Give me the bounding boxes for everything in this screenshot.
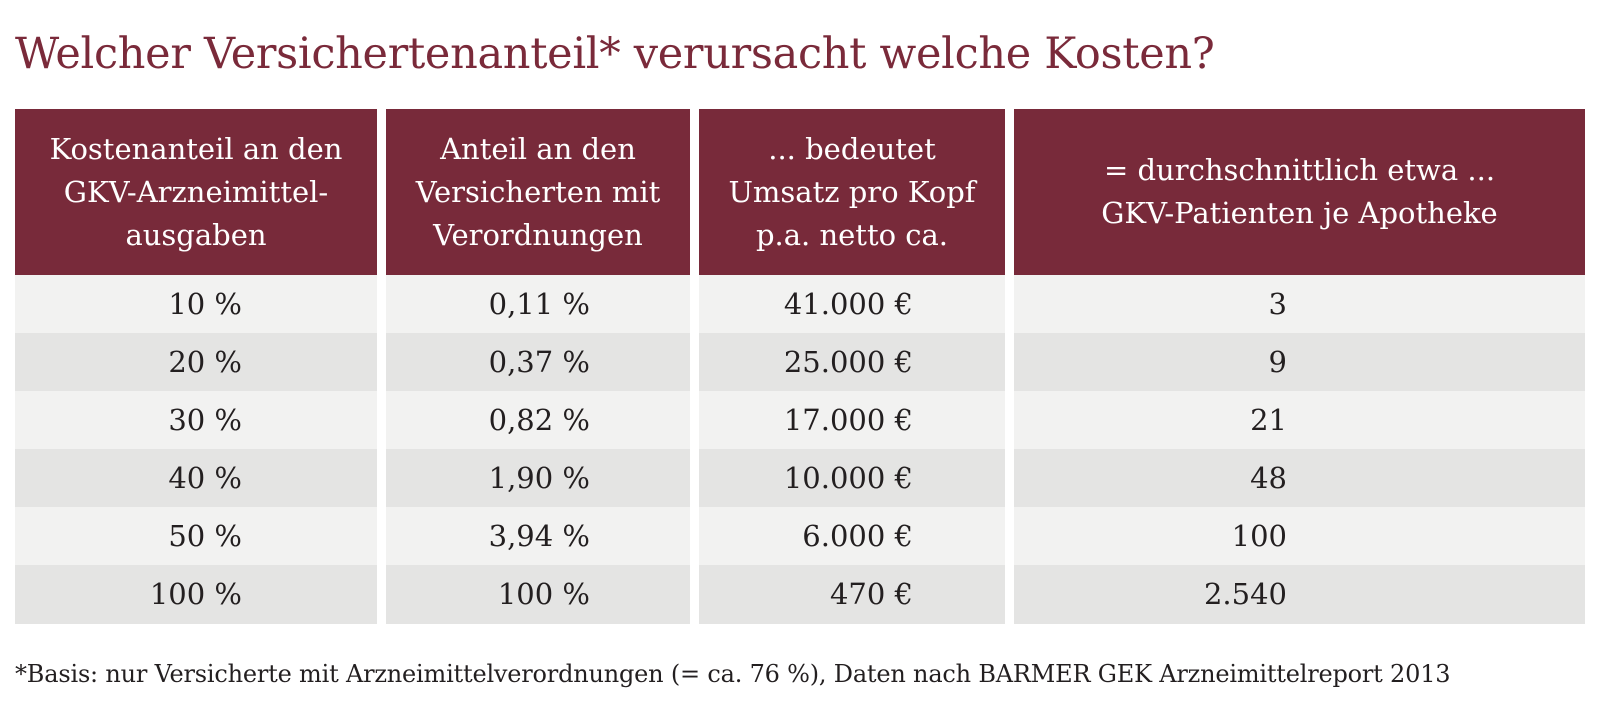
insured-share-cell: 100 %	[386, 565, 690, 624]
table-row: 10 % 0,11 % 41.000 € 3	[15, 275, 1585, 334]
cell-value: 17.000 €	[783, 403, 913, 437]
cell-value: 40 %	[168, 461, 242, 495]
table-row: 40 % 1,90 % 10.000 € 48	[15, 449, 1585, 508]
revenue-cell: 17.000 €	[699, 391, 1005, 450]
cell-value: 0,82 %	[488, 403, 590, 437]
patients-cell: 9	[1014, 333, 1585, 392]
cell-value: 0,11 %	[488, 287, 590, 321]
cell-value: 10 %	[168, 287, 242, 321]
cell-value: 3,94 %	[488, 519, 590, 553]
cost-share-cell: 50 %	[15, 507, 377, 566]
insured-share-cell: 0,37 %	[386, 333, 690, 392]
cell-value: 50 %	[168, 519, 242, 553]
chart-title: Welcher Versichertenanteil* verursacht w…	[15, 29, 1215, 79]
revenue-cell: 10.000 €	[699, 449, 1005, 508]
cell-value: 6.000 €	[802, 519, 913, 553]
insured-share-cell: 0,11 %	[386, 275, 690, 334]
cost-share-cell: 10 %	[15, 275, 377, 334]
revenue-cell: 41.000 €	[699, 275, 1005, 334]
cost-share-cell: 30 %	[15, 391, 377, 450]
cell-value: 100	[1231, 519, 1287, 553]
column-header-label: ... bedeutet Umsatz pro Kopf p.a. netto …	[728, 131, 976, 252]
cell-value: 41.000 €	[783, 287, 913, 321]
patients-cell: 2.540	[1014, 565, 1585, 624]
column-header-label: = durchschnittlich etwa ... GKV-Patiente…	[1101, 153, 1498, 230]
column-header-label: Kostenanteil an den GKV-Arzneimittel- au…	[49, 131, 343, 252]
cell-value: 25.000 €	[783, 345, 913, 379]
cell-value: 100 %	[497, 577, 590, 611]
column-header-insured-share: Anteil an den Versicherten mit Verordnun…	[386, 109, 690, 275]
table-row: 30 % 0,82 % 17.000 € 21	[15, 391, 1585, 450]
cell-value: 1,90 %	[488, 461, 590, 495]
table-row: 20 % 0,37 % 25.000 € 9	[15, 333, 1585, 392]
column-header-patients-per-pharmacy: = durchschnittlich etwa ... GKV-Patiente…	[1014, 109, 1585, 275]
cost-share-cell: 40 %	[15, 449, 377, 508]
cell-value: 20 %	[168, 345, 242, 379]
patients-cell: 100	[1014, 507, 1585, 566]
cell-value: 9	[1268, 345, 1287, 379]
cell-value: 3	[1268, 287, 1287, 321]
cell-value: 10.000 €	[783, 461, 913, 495]
footnote: *Basis: nur Versicherte mit Arzneimittel…	[15, 660, 1451, 688]
cell-value: 2.540	[1203, 577, 1287, 611]
insured-share-cell: 3,94 %	[386, 507, 690, 566]
cost-share-cell: 100 %	[15, 565, 377, 624]
insured-share-cell: 1,90 %	[386, 449, 690, 508]
revenue-cell: 25.000 €	[699, 333, 1005, 392]
cell-value: 100 %	[149, 577, 242, 611]
table-row: 100 % 100 % 470 € 2.540	[15, 565, 1585, 624]
patients-cell: 48	[1014, 449, 1585, 508]
cell-value: 0,37 %	[488, 345, 590, 379]
column-header-label: Anteil an den Versicherten mit Verordnun…	[415, 131, 661, 252]
cell-value: 21	[1250, 403, 1287, 437]
cost-share-table: Kostenanteil an den GKV-Arzneimittel- au…	[15, 109, 1585, 633]
column-header-revenue-per-capita: ... bedeutet Umsatz pro Kopf p.a. netto …	[699, 109, 1005, 275]
cell-value: 470 €	[829, 577, 913, 611]
patients-cell: 3	[1014, 275, 1585, 334]
insured-share-cell: 0,82 %	[386, 391, 690, 450]
cell-value: 30 %	[168, 403, 242, 437]
column-header-cost-share: Kostenanteil an den GKV-Arzneimittel- au…	[15, 109, 377, 275]
cost-share-cell: 20 %	[15, 333, 377, 392]
revenue-cell: 470 €	[699, 565, 1005, 624]
table-row: 50 % 3,94 % 6.000 € 100	[15, 507, 1585, 566]
patients-cell: 21	[1014, 391, 1585, 450]
cell-value: 48	[1250, 461, 1287, 495]
revenue-cell: 6.000 €	[699, 507, 1005, 566]
